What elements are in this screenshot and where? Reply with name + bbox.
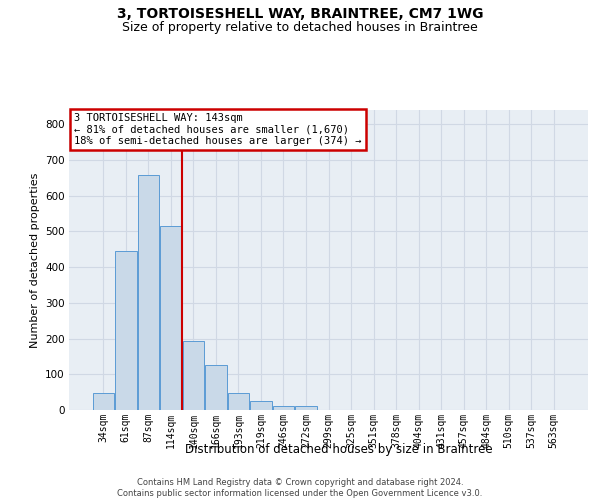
Y-axis label: Number of detached properties: Number of detached properties [29,172,40,348]
Text: 3, TORTOISESHELL WAY, BRAINTREE, CM7 1WG: 3, TORTOISESHELL WAY, BRAINTREE, CM7 1WG [117,8,483,22]
Bar [182,341,204,410]
Text: Contains HM Land Registry data © Crown copyright and database right 2024.
Contai: Contains HM Land Registry data © Crown c… [118,478,482,498]
Bar [160,226,182,410]
Bar [115,252,137,410]
Text: 3 TORTOISESHELL WAY: 143sqm
← 81% of detached houses are smaller (1,670)
18% of : 3 TORTOISESHELL WAY: 143sqm ← 81% of det… [74,113,362,146]
Bar [205,366,227,410]
Text: Size of property relative to detached houses in Braintree: Size of property relative to detached ho… [122,21,478,34]
Bar [137,176,159,410]
Bar [228,393,249,410]
Bar [273,406,294,410]
Bar [92,393,114,410]
Text: Distribution of detached houses by size in Braintree: Distribution of detached houses by size … [185,442,493,456]
Bar [250,401,272,410]
Bar [295,406,317,410]
